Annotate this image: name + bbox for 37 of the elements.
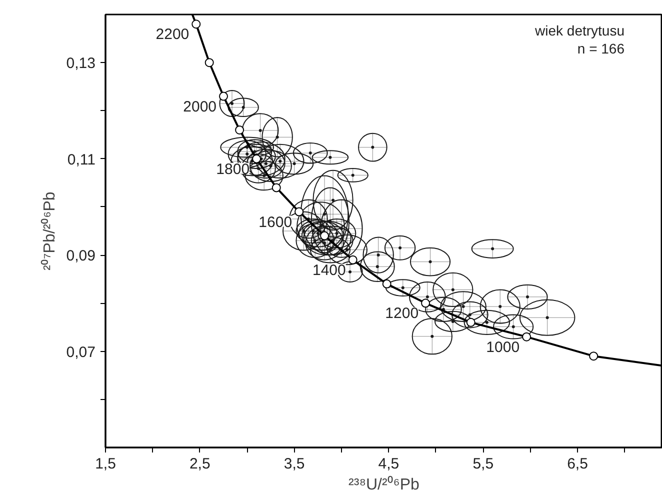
point [421, 298, 430, 308]
y-tick-label: 0,11 [67, 151, 96, 168]
annotation: wiek detrytusu [534, 22, 624, 38]
point [192, 20, 201, 29]
point [522, 332, 532, 342]
point [252, 154, 262, 164]
point [272, 183, 281, 192]
point [242, 113, 279, 148]
annotation: 2000 [183, 98, 217, 116]
point [235, 125, 244, 134]
x-tick-label: 2,5 [189, 456, 210, 472]
annotation: 1400 [312, 262, 346, 279]
x-tick-label: 4,5 [378, 456, 400, 472]
point [382, 279, 392, 288]
y-tick-label: 0,13 [66, 55, 96, 72]
point [451, 301, 488, 328]
point [320, 231, 330, 240]
annotation: 1000 [486, 338, 520, 356]
point [204, 58, 214, 68]
point [294, 207, 304, 216]
y-tick-label: 0,09 [66, 248, 96, 265]
x-axis-title: ²³⁸U/²⁰⁶Pb [348, 476, 420, 494]
x-tick-label: 6,5 [567, 456, 588, 472]
point [589, 352, 598, 361]
point [466, 318, 476, 327]
x-tick-label: 3,5 [284, 456, 305, 472]
annotation: 1800 [216, 160, 250, 178]
x-tick-label: 5,5 [472, 456, 494, 472]
annotation: 1200 [385, 305, 419, 322]
y-axis-title: ²⁰⁷Pb/²⁰⁶Pb [40, 192, 58, 270]
annotation: 1600 [258, 214, 292, 231]
annotation: 2200 [156, 26, 190, 44]
y-tick-label: 0,07 [66, 344, 96, 361]
point [348, 255, 358, 264]
annotation: n = 166 [577, 40, 625, 56]
x-tick-label: 1,5 [95, 456, 116, 472]
point [219, 92, 228, 101]
